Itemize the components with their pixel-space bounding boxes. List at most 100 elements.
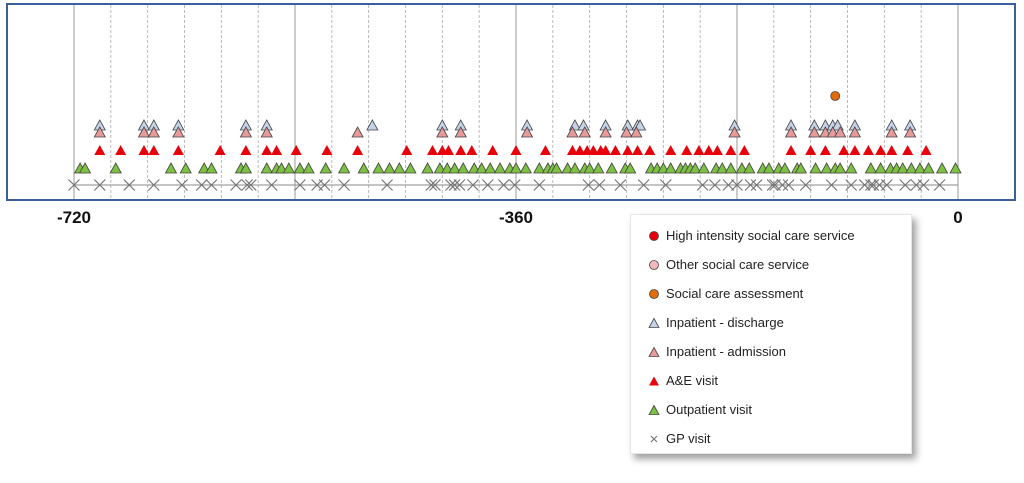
inpatient-admission-point xyxy=(436,126,449,138)
gp-visit-point xyxy=(659,179,672,191)
outpatient-visit-point xyxy=(743,162,756,174)
a-e-visit-point xyxy=(455,145,467,155)
a-e-visit-point xyxy=(427,145,439,155)
a-e-visit-point xyxy=(115,145,127,155)
outpatient-visit-point xyxy=(550,162,563,174)
outpatient-visit-point xyxy=(664,162,677,174)
gp-visit-point xyxy=(467,179,479,191)
series-social-care-assessment xyxy=(830,91,841,101)
outpatient-visit-point xyxy=(357,162,370,174)
a-e-visit-point xyxy=(875,145,887,155)
outpatient-visit-point xyxy=(716,162,729,174)
outpatient-visit-point xyxy=(393,162,406,174)
gp-visit-point xyxy=(782,179,795,191)
outpatient-visit-point xyxy=(493,162,507,174)
inpatient-admission-point xyxy=(566,126,579,138)
legend-label: A&E visit xyxy=(666,373,719,388)
outpatient-visit-point xyxy=(657,162,670,174)
gp-visit-point xyxy=(750,179,763,191)
legend-label: Inpatient - admission xyxy=(666,344,786,359)
a-e-visit-point xyxy=(902,145,914,155)
gp-visit-point xyxy=(481,179,494,191)
gp-visit-point xyxy=(445,179,457,191)
a-e-visit-point xyxy=(681,145,693,155)
outpatient-visit-point xyxy=(533,162,546,174)
gp-visit-point xyxy=(147,179,160,191)
outpatient-visit-point xyxy=(433,162,447,174)
legend-item: Inpatient - discharge xyxy=(647,308,911,337)
gp-visit-point xyxy=(338,179,351,191)
gp-visit-point xyxy=(917,179,930,191)
inpatient-admission-point xyxy=(833,126,847,138)
legend-item: Social care assessment xyxy=(647,279,911,308)
legend-item: Outpatient visit xyxy=(647,395,911,424)
gp-visit-point xyxy=(593,179,606,191)
outpatient-visit-point xyxy=(762,162,776,174)
gp-visit-point xyxy=(318,179,331,191)
legend-marker-icon xyxy=(648,317,660,328)
outpatient-visit-point xyxy=(896,162,909,174)
series-a-e-visit xyxy=(94,145,932,155)
series-inpatient-admission xyxy=(93,126,917,138)
outpatient-visit-point xyxy=(922,162,935,174)
legend: High intensity social care service Other … xyxy=(630,214,912,454)
gp-visit-point xyxy=(799,179,812,191)
outpatient-visit-point xyxy=(809,162,822,174)
gp-visit-point xyxy=(448,179,461,191)
inpatient-admission-point xyxy=(520,126,534,138)
a-e-visit-point xyxy=(321,145,333,155)
outpatient-visit-point xyxy=(197,162,211,174)
inpatient-admission-point xyxy=(260,126,273,138)
inpatient-admission-point xyxy=(826,126,839,138)
legend-marker-icon xyxy=(649,288,659,299)
inpatient-admission-point xyxy=(599,126,612,138)
a-e-visit-point xyxy=(290,145,302,155)
outpatient-visit-point xyxy=(78,162,92,174)
a-e-visit-point xyxy=(148,145,160,155)
a-e-visit-point xyxy=(644,145,656,155)
x-tick-label: 0 xyxy=(953,208,963,227)
gp-visit-point xyxy=(265,179,278,191)
outpatient-visit-point xyxy=(820,162,833,174)
gp-visit-point xyxy=(205,179,218,191)
inpatient-admission-point xyxy=(172,126,185,138)
gp-visit-point xyxy=(68,179,80,191)
a-e-visit-point xyxy=(487,145,499,155)
outpatient-visit-point xyxy=(592,162,605,174)
gp-visit-point xyxy=(722,179,735,191)
gp-visit-point xyxy=(858,179,871,191)
gp-visit-point xyxy=(825,179,838,191)
series-inpatient-discharge xyxy=(93,119,917,131)
outpatient-visit-point xyxy=(239,162,253,174)
inpatient-admission-point xyxy=(848,126,862,138)
gp-visit-point xyxy=(696,179,709,191)
a-e-visit-point xyxy=(352,145,364,155)
gp-visit-point xyxy=(293,179,306,191)
a-e-visit-point xyxy=(838,145,850,155)
inpatient-admission-point xyxy=(137,126,151,138)
outpatient-visit-point xyxy=(935,162,949,174)
a-e-visit-point xyxy=(138,145,150,155)
outpatient-visit-point xyxy=(735,162,749,174)
a-e-visit-point xyxy=(609,145,621,155)
outpatient-visit-point xyxy=(260,162,273,174)
a-e-visit-point xyxy=(862,145,874,155)
inpatient-admission-point xyxy=(147,126,160,138)
a-e-visit-point xyxy=(703,145,715,155)
outpatient-visit-point xyxy=(468,162,481,174)
a-e-visit-point xyxy=(886,145,898,155)
outpatient-visit-point xyxy=(109,162,122,174)
a-e-visit-point xyxy=(466,145,478,155)
a-e-visit-point xyxy=(622,145,634,155)
outpatient-visit-point xyxy=(689,162,702,174)
gp-visit-point xyxy=(195,179,208,191)
outpatient-visit-point xyxy=(275,162,288,174)
outpatient-visit-point xyxy=(302,162,315,174)
gp-visit-point xyxy=(508,179,521,191)
gp-visit-point xyxy=(425,179,438,191)
outpatient-visit-point xyxy=(778,162,792,174)
a-e-visit-point xyxy=(240,145,252,155)
inpatient-admission-point xyxy=(630,126,643,138)
inpatient-admission-point xyxy=(93,126,106,138)
outpatient-visit-point xyxy=(561,162,574,174)
